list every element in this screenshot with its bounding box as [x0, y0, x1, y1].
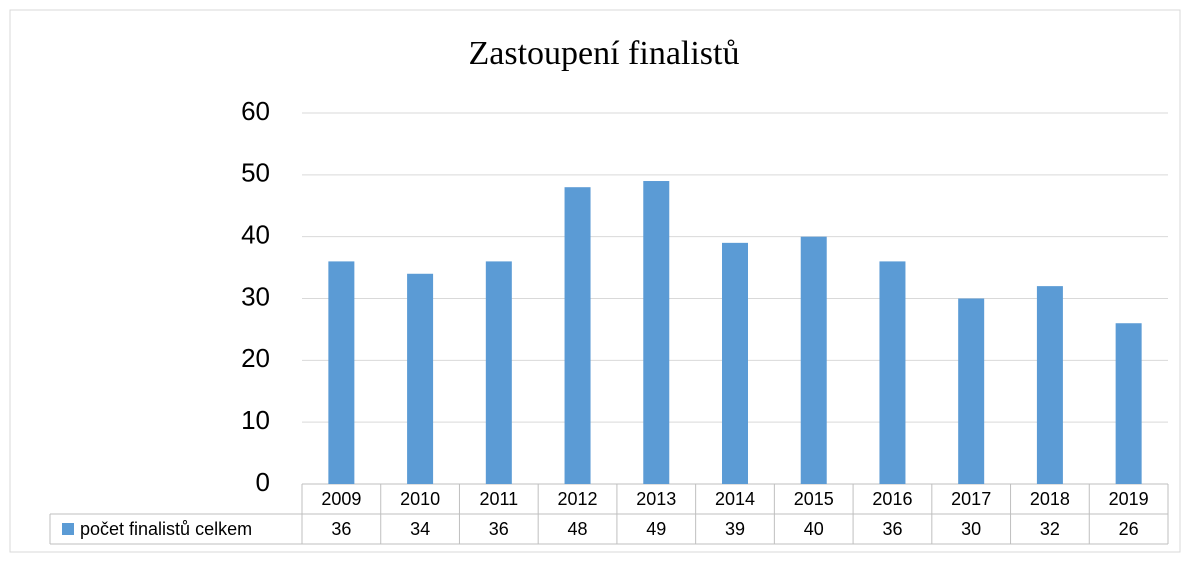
y-tick-label: 10: [241, 405, 270, 435]
table-value: 48: [568, 519, 588, 539]
chart-frame: [9, 9, 1181, 553]
table-value: 36: [882, 519, 902, 539]
table-value: 30: [961, 519, 981, 539]
x-tick-label: 2011: [479, 489, 518, 509]
x-tick-label: 2012: [558, 489, 598, 509]
x-tick-label: 2009: [321, 489, 361, 509]
y-tick-label: 20: [241, 343, 270, 373]
table-value: 39: [725, 519, 745, 539]
bar: [879, 261, 906, 484]
bar: [958, 298, 985, 484]
x-tick-label: 2018: [1030, 489, 1070, 509]
bar: [328, 261, 355, 484]
y-tick-label: 0: [256, 467, 270, 497]
x-tick-label: 2017: [951, 489, 991, 509]
y-tick-label: 50: [241, 158, 270, 188]
bar: [407, 273, 434, 484]
x-tick-label: 2014: [715, 489, 755, 509]
bar: [800, 236, 827, 484]
table-value: 32: [1040, 519, 1060, 539]
table-value: 34: [410, 519, 430, 539]
bar: [643, 181, 670, 484]
table-value: 40: [804, 519, 824, 539]
legend-swatch: [62, 523, 74, 535]
x-tick-label: 2010: [400, 489, 440, 509]
x-tick-label: 2016: [872, 489, 912, 509]
bar: [722, 242, 748, 484]
table-value: 36: [489, 519, 509, 539]
bar: [485, 261, 512, 484]
bar: [564, 187, 591, 484]
y-tick-label: 40: [241, 220, 270, 250]
x-tick-label: 2015: [794, 489, 834, 509]
table-value: 36: [331, 519, 351, 539]
y-tick-label: 30: [241, 281, 270, 311]
bar: [1036, 286, 1063, 484]
table-value: 49: [646, 519, 666, 539]
bar: [1115, 323, 1142, 484]
legend-label: počet finalistů celkem: [80, 519, 252, 539]
x-tick-label: 2013: [636, 489, 676, 509]
table-value: 26: [1119, 519, 1139, 539]
y-tick-label: 60: [241, 96, 270, 126]
x-tick-label: 2019: [1109, 489, 1149, 509]
chart-title: Zastoupení finalistů: [468, 35, 739, 72]
